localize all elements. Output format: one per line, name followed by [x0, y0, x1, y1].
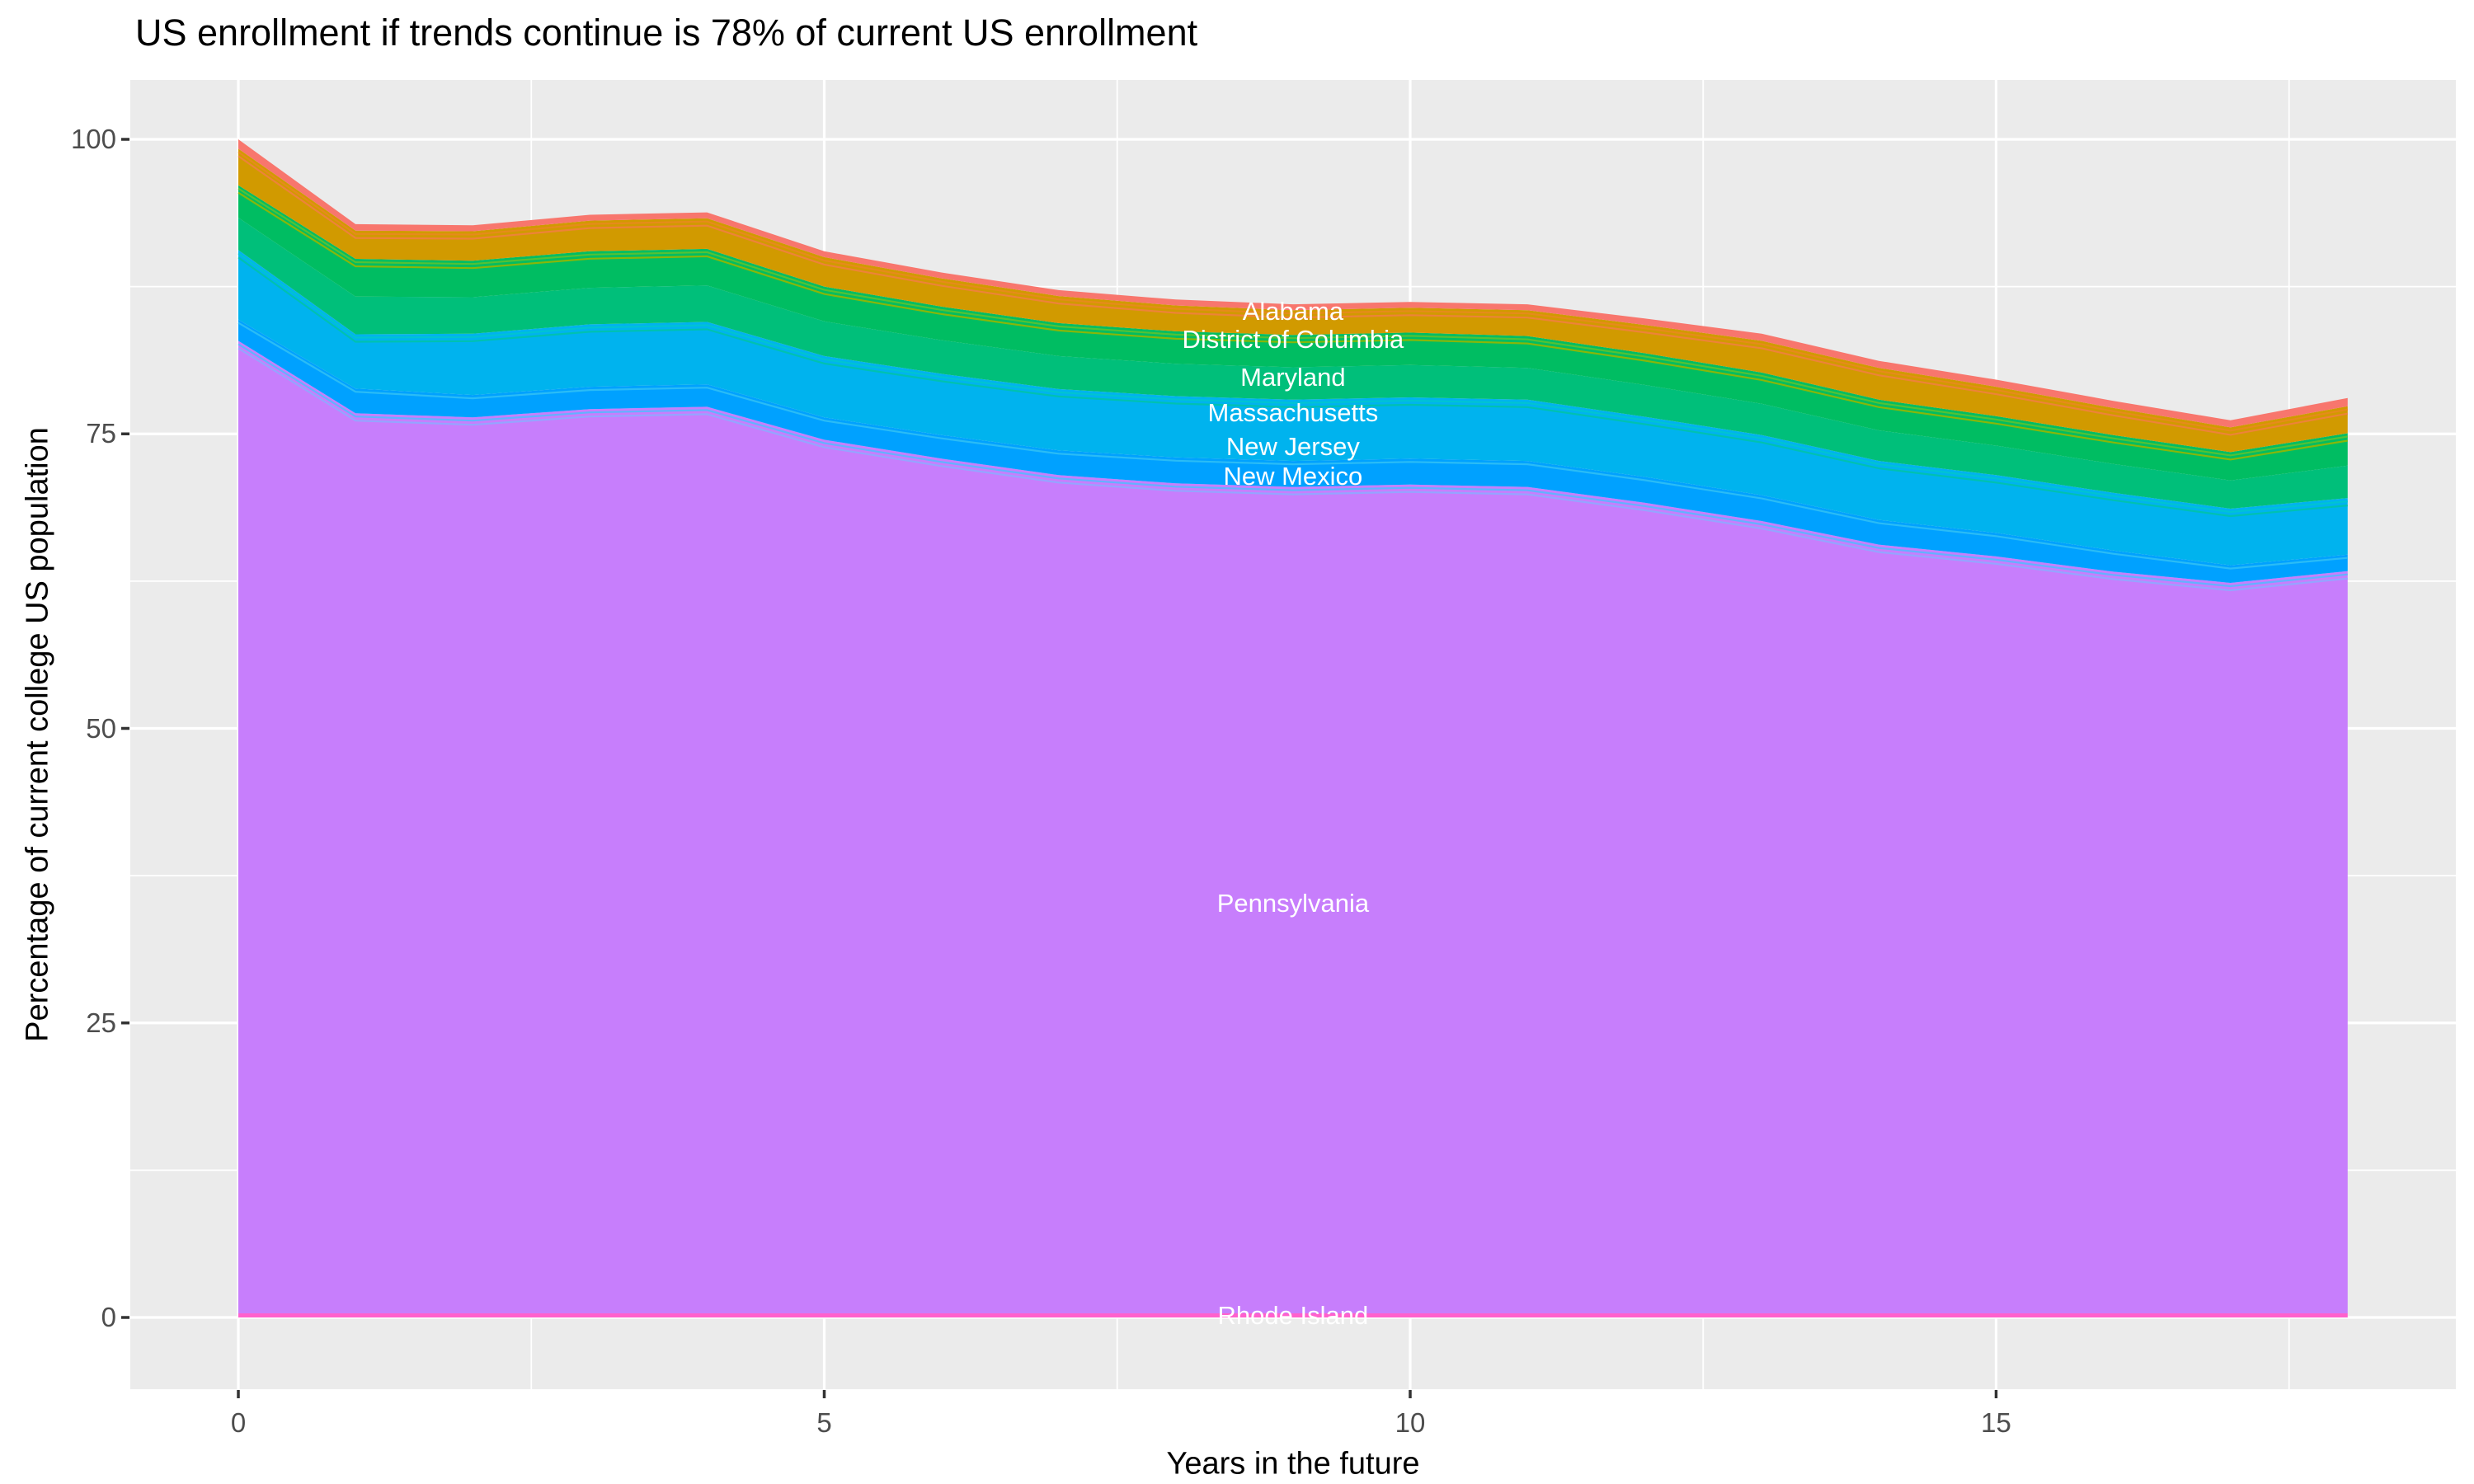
boundary-stripe: [238, 155, 2348, 436]
y-tick-label-25: 25: [86, 1007, 116, 1038]
x-tick-label-15: 15: [1981, 1407, 2011, 1438]
boundary-stripe: [238, 252, 2348, 514]
area-new-mexico: [238, 319, 2348, 583]
series-label-massachusetts: Massachusetts: [1207, 397, 1379, 427]
area-maryland: [238, 185, 2348, 481]
area-district-of-columbia: [238, 148, 2348, 453]
area-pennsylvania: [238, 340, 2348, 1313]
boundary-stripe: [238, 151, 2348, 432]
y-tick-label-75: 75: [86, 418, 116, 449]
boundary-stripe: [238, 347, 2348, 592]
y-tick-label-50: 50: [86, 712, 116, 744]
series-label-new-jersey: New Jersey: [1225, 431, 1360, 461]
x-tick-label-0: 0: [230, 1407, 247, 1438]
series-label-pennsylvania: Pennsylvania: [1216, 889, 1370, 918]
boundary-stripe: [238, 191, 2348, 461]
x-tick-label-5: 5: [816, 1407, 832, 1438]
series-label-maryland: Maryland: [1240, 362, 1346, 392]
x-axis-title: Years in the future: [1166, 1446, 1420, 1482]
x-tick-label-10: 10: [1395, 1407, 1426, 1438]
series-label-district-of-columbia: District of Columbia: [1182, 324, 1404, 354]
series-label-rhode-island: Rhode Island: [1217, 1300, 1369, 1330]
boundary-stripe: [238, 322, 2348, 570]
chart-title: US enrollment if trends continue is 78% …: [135, 12, 1198, 54]
y-tick-label-0: 0: [101, 1302, 116, 1332]
y-tick-label-100: 100: [70, 124, 116, 154]
boundary-stripe: [238, 187, 2348, 457]
series-label-new-mexico: New Mexico: [1223, 461, 1363, 491]
area-massachusetts: [238, 218, 2348, 509]
boundary-stripe: [238, 343, 2348, 588]
boundary-stripe: [238, 256, 2348, 518]
area-rhode-island: [238, 1313, 2348, 1317]
series-label-alabama: Alabama: [1242, 296, 1344, 326]
